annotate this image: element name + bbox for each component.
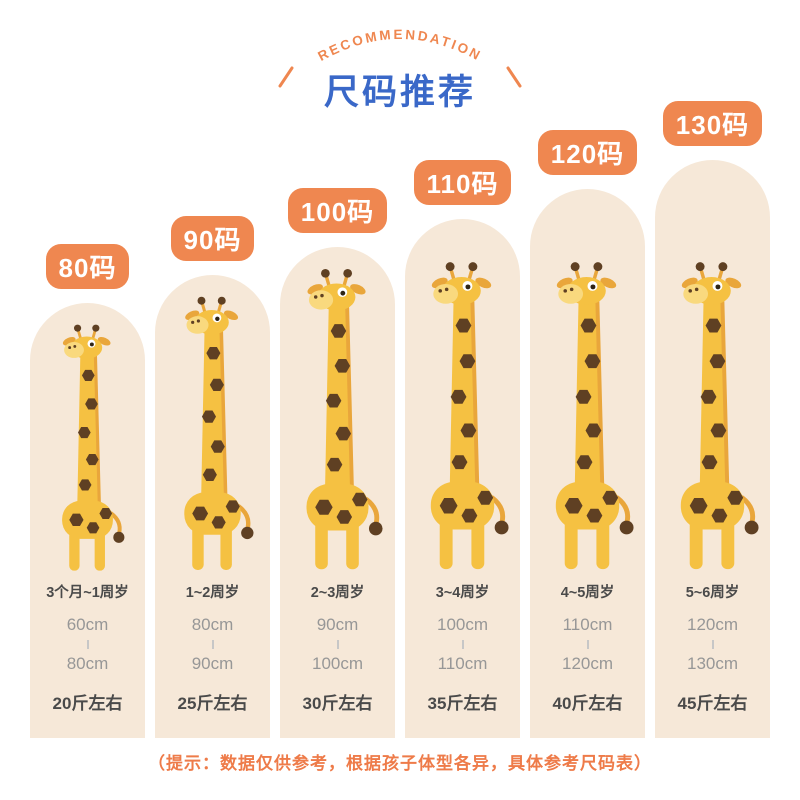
- giraffe-icon: [663, 180, 762, 577]
- giraffe-illustration: [405, 219, 520, 581]
- height-max: 130cm: [686, 654, 739, 673]
- size-info: 3个月~1周岁 60cm 80cm 20斤左右: [30, 581, 145, 738]
- height-max: 90cm: [191, 654, 234, 673]
- arc-text: RECOMMENDATION: [315, 27, 482, 64]
- giraffe-illustration: [280, 247, 395, 581]
- height-separator: [211, 640, 214, 649]
- column-panel: 4~5周岁 110cm 120cm 40斤左右: [530, 189, 645, 738]
- age-range: 1~2周岁: [185, 585, 240, 601]
- giraffe-illustration: [530, 189, 645, 581]
- height-separator: [86, 640, 89, 649]
- height-separator: [586, 640, 589, 649]
- size-column-120: 120码 4~5周岁 110cm 120cm 40斤左右: [530, 130, 645, 738]
- height-min: 60cm: [66, 615, 109, 634]
- header: RECOMMENDATION 尺码推荐: [0, 8, 800, 115]
- size-info: 2~3周岁 90cm 100cm 30斤左右: [280, 581, 395, 738]
- size-badge: 90码: [170, 216, 255, 261]
- age-range: 3~4周岁: [435, 585, 490, 601]
- height-max: 80cm: [66, 654, 109, 673]
- height-max: 110cm: [437, 654, 488, 673]
- weight: 20斤左右: [52, 694, 123, 713]
- column-panel: 1~2周岁 80cm 90cm 25斤左右: [155, 275, 270, 738]
- arc-left-tick: [278, 66, 294, 88]
- height-min: 80cm: [191, 615, 234, 634]
- size-badge: 120码: [537, 130, 638, 175]
- height-max: 120cm: [561, 654, 614, 673]
- weight: 45斤左右: [677, 694, 748, 713]
- weight: 30斤左右: [302, 694, 373, 713]
- height-separator: [461, 640, 464, 649]
- giraffe-icon: [413, 239, 512, 577]
- age-range: 5~6周岁: [685, 585, 740, 601]
- size-badge: 100码: [287, 188, 388, 233]
- weight: 35斤左右: [427, 694, 498, 713]
- size-column-90: 90码 1~2周岁 80cm 90cm 25斤左右: [155, 216, 270, 738]
- height-max: 100cm: [311, 654, 364, 673]
- column-panel: 2~3周岁 90cm 100cm 30斤左右: [280, 247, 395, 738]
- age-range: 4~5周岁: [560, 585, 615, 601]
- giraffe-illustration: [30, 303, 145, 581]
- age-range: 2~3周岁: [310, 585, 365, 601]
- size-badge: 110码: [413, 160, 512, 205]
- size-column-130: 130码 5~6周岁 120cm 130cm 45斤左右: [655, 101, 770, 738]
- size-badge: 80码: [45, 244, 130, 289]
- column-panel: 5~6周岁 120cm 130cm 45斤左右: [655, 160, 770, 738]
- weight: 25斤左右: [177, 694, 248, 713]
- weight: 40斤左右: [552, 694, 623, 713]
- size-column-100: 100码 2~3周岁 90cm 100cm 30斤左右: [280, 188, 395, 738]
- svg-text:RECOMMENDATION: RECOMMENDATION: [315, 27, 484, 64]
- giraffe-icon: [59, 323, 127, 573]
- giraffe-illustration: [655, 160, 770, 581]
- column-panel: 3~4周岁 100cm 110cm 35斤左右: [405, 219, 520, 738]
- size-info: 1~2周岁 80cm 90cm 25斤左右: [155, 581, 270, 738]
- height-separator: [711, 640, 714, 649]
- disclaimer-note: （提示：数据仅供参考，根据孩子体型各异，具体参考尺码表）: [148, 754, 652, 773]
- page-title: 尺码推荐: [323, 73, 476, 112]
- arc-right-tick: [506, 66, 522, 88]
- size-column-110: 110码 3~4周岁 100cm 110cm 35斤左右: [405, 160, 520, 738]
- giraffe-icon: [163, 295, 262, 577]
- size-columns: 80码 3个月~1周岁 60cm 80cm 20斤左右 90码 1~2周岁 80…: [30, 101, 770, 738]
- giraffe-icon: [538, 209, 637, 577]
- giraffe-icon: [288, 267, 387, 577]
- size-info: 5~6周岁 120cm 130cm 45斤左右: [655, 581, 770, 738]
- height-min: 110cm: [562, 615, 613, 634]
- age-range: 3个月~1周岁: [46, 585, 129, 601]
- size-info: 3~4周岁 100cm 110cm 35斤左右: [405, 581, 520, 738]
- recommendation-arc: RECOMMENDATION: [278, 27, 522, 88]
- height-min: 90cm: [316, 615, 359, 634]
- giraffe-illustration: [155, 275, 270, 581]
- size-badge: 130码: [662, 101, 763, 146]
- size-info: 4~5周岁 110cm 120cm 40斤左右: [530, 581, 645, 738]
- height-min: 120cm: [686, 615, 739, 634]
- height-separator: [336, 640, 339, 649]
- size-column-80: 80码 3个月~1周岁 60cm 80cm 20斤左右: [30, 244, 145, 738]
- column-panel: 3个月~1周岁 60cm 80cm 20斤左右: [30, 303, 145, 738]
- height-min: 100cm: [436, 615, 489, 634]
